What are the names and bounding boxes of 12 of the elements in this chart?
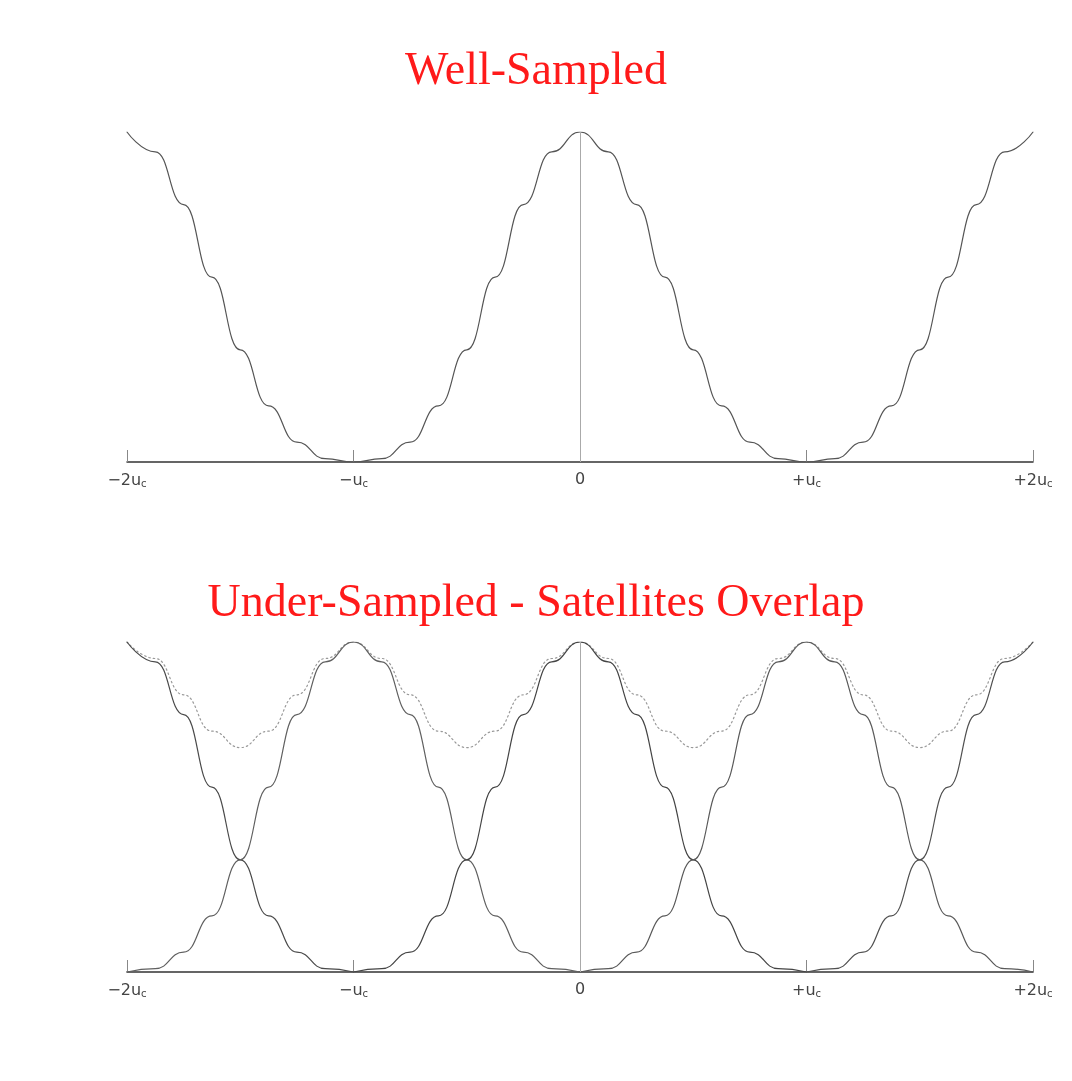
chart-title: Well-Sampled [404,42,668,94]
x-tick-label: +2uc [1013,979,1053,999]
x-tick-label: +2uc [1013,469,1053,489]
x-tick-label: 0 [574,468,586,488]
x-tick-label: −2uc [107,469,147,489]
x-tick-label: +uc [791,979,822,999]
x-tick-label: −2uc [107,979,147,999]
x-tick-label: 0 [574,978,586,998]
x-tick-label: +uc [791,469,822,489]
chart-title: Under-Sampled - Satellites Overlap [207,574,865,626]
x-tick-label: −uc [338,469,369,489]
x-tick-label: −uc [338,979,369,999]
